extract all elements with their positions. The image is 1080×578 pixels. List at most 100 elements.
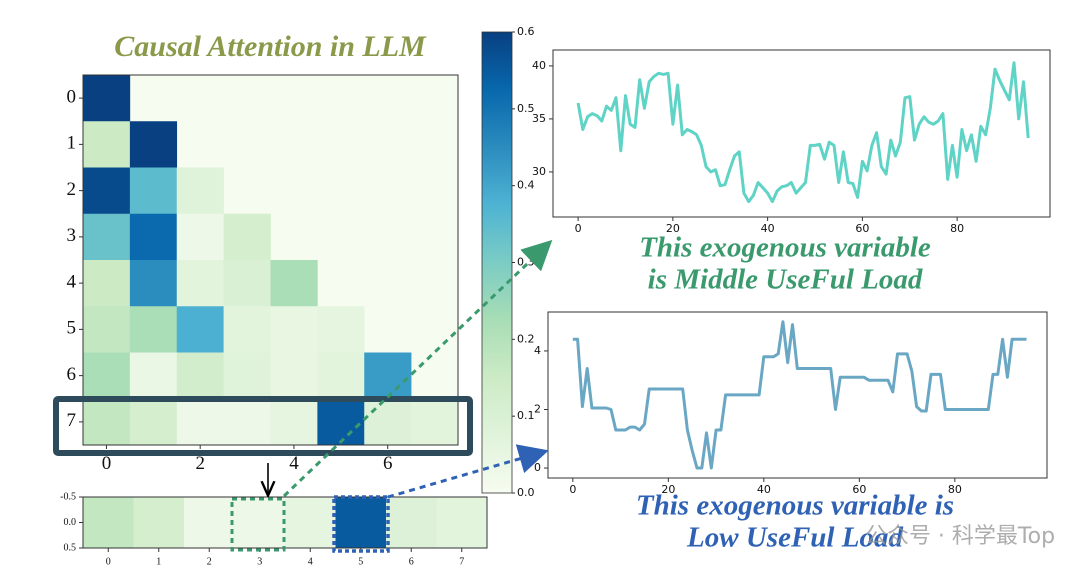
chart-title: Causal Attention in LLM — [114, 30, 427, 63]
y-tick-label: 2 — [534, 402, 541, 415]
x-tick-label: 40 — [761, 222, 775, 235]
y-tick-label: 5 — [67, 318, 77, 339]
row-highlight — [53, 396, 473, 456]
y-tick-label: 3 — [67, 225, 77, 246]
colorbar-tick-label: 0.6 — [517, 25, 535, 38]
y-tick-label: 4 — [534, 344, 541, 357]
colorbar — [481, 31, 513, 494]
heatmap-cell — [129, 121, 178, 168]
annotation: This exogenous variable is — [636, 490, 954, 522]
x-tick-label: 4 — [289, 453, 299, 474]
x-tick-label: 80 — [948, 483, 962, 496]
heatmap-cell — [176, 260, 224, 307]
heatmap-cell — [83, 352, 131, 400]
heatmap-cell — [317, 398, 365, 446]
plot-frame — [547, 311, 1048, 479]
heatmap-cell — [83, 167, 131, 215]
heatmap-cell — [270, 260, 318, 307]
x-tick-label: 20 — [661, 483, 675, 496]
heatmap-cell — [223, 213, 271, 261]
x-tick-label: 3 — [257, 556, 262, 567]
heatmap-cell — [270, 398, 318, 446]
watermark: 公众号 · 科学最Top — [865, 524, 1055, 549]
colorbar-tick-label: 0.0 — [517, 486, 535, 499]
arrow — [387, 444, 549, 499]
heatmap-cell — [317, 352, 365, 400]
colorbar-tick-label: 0.2 — [517, 332, 535, 345]
x-tick-label: 6 — [383, 453, 393, 474]
heatmap-cell — [270, 352, 318, 400]
heatmap-cell — [133, 497, 185, 549]
heatmap-cell — [83, 260, 131, 307]
x-tick-label: 0 — [575, 222, 582, 235]
x-tick-label: 60 — [852, 483, 866, 496]
x-tick-label: 80 — [950, 222, 964, 235]
x-tick-label: 5 — [358, 556, 363, 567]
annotation: Low UseFul Load — [686, 522, 903, 554]
heatmap-cell — [386, 497, 437, 549]
heatmap-cell — [223, 352, 271, 400]
annotation: This exogenous variable — [639, 232, 931, 264]
heatmap-cell — [176, 352, 224, 400]
heatmap-cell — [364, 352, 412, 400]
heatmap-cell — [317, 306, 365, 353]
heatmap-cell — [83, 497, 134, 549]
plot-frame — [552, 49, 1051, 218]
heatmap-cell — [176, 167, 224, 215]
colorbar-tick-label: 0.1 — [517, 409, 535, 422]
y-tick-label: 0 — [534, 461, 541, 474]
heatmap-cell — [83, 306, 131, 353]
line-series — [572, 320, 1027, 470]
heatmap-cell — [411, 398, 459, 446]
heatmap-cell — [436, 497, 488, 549]
x-tick-label: 6 — [409, 556, 414, 567]
annotation: is Middle UseFul Load — [648, 264, 923, 296]
heatmap-cell — [83, 121, 131, 168]
y-tick-label: -0.5 — [60, 491, 76, 502]
heatmap-cell — [234, 497, 286, 549]
x-tick-label: 4 — [308, 556, 313, 567]
heatmap-cell — [129, 260, 178, 307]
heatmap-cell — [129, 352, 178, 400]
y-tick-label: 4 — [67, 271, 77, 292]
arrow — [282, 239, 553, 498]
heatmap-cell — [176, 213, 224, 261]
y-tick-label: 6 — [67, 364, 77, 385]
heatmap-cell — [176, 306, 224, 353]
y-tick-label: 40 — [532, 59, 546, 72]
x-tick-label: 0 — [102, 453, 112, 474]
heatmap-cell — [129, 398, 178, 446]
x-tick-label: 2 — [195, 453, 205, 474]
x-tick-label: 1 — [156, 556, 161, 567]
heatmap-cell — [285, 497, 336, 549]
heatmap-cell — [176, 398, 224, 446]
y-tick-label: 30 — [532, 165, 546, 178]
y-tick-label: 1 — [67, 133, 77, 154]
y-tick-label: 0.5 — [64, 542, 77, 553]
x-tick-label: 20 — [666, 222, 680, 235]
x-tick-label: 40 — [757, 483, 771, 496]
heatmap-cell — [83, 398, 131, 446]
heatmap-cell — [129, 167, 178, 215]
y-tick-label: 7 — [67, 410, 77, 431]
x-tick-label: 2 — [207, 556, 212, 567]
x-tick-label: 0 — [106, 556, 111, 567]
y-tick-label: 35 — [532, 112, 546, 125]
cell-highlight — [332, 495, 390, 553]
heatmap-cell — [184, 497, 235, 549]
heatmap-cell — [335, 497, 387, 549]
heatmap-cell — [270, 306, 318, 353]
cell-highlight — [230, 497, 286, 552]
y-tick-label: 0 — [67, 86, 77, 107]
heatmap-cell — [364, 398, 412, 446]
y-tick-label: 0.0 — [64, 517, 77, 528]
y-tick-label: 2 — [67, 179, 77, 200]
heatmap-cell — [129, 213, 178, 261]
heatmap-cell — [83, 213, 131, 261]
colorbar-tick-label: 0.4 — [517, 179, 535, 192]
x-tick-label: 60 — [855, 222, 869, 235]
x-tick-label: 7 — [459, 556, 464, 567]
heatmap-cell — [223, 260, 271, 307]
heatmap-cell — [223, 306, 271, 353]
